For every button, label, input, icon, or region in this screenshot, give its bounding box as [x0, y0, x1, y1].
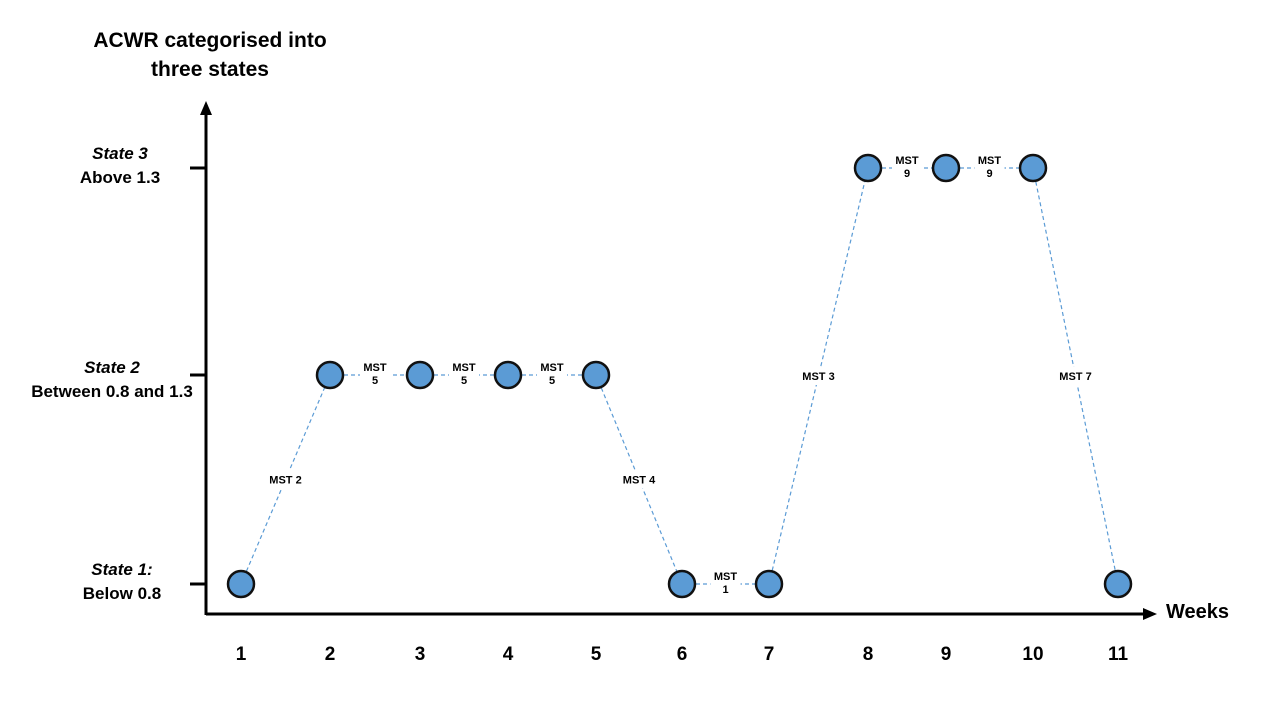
transition-label-bg: [449, 360, 479, 390]
state-2-range: Between 0.8 and 1.3: [31, 382, 193, 401]
state-1-label: State 1: Below 0.8: [22, 558, 222, 606]
week-state-node: [581, 360, 611, 390]
transition-label-bg: [892, 153, 922, 183]
transition-label-text: 5: [549, 375, 555, 387]
transition-label-bg: [259, 470, 312, 489]
transition-label-text: 9: [904, 168, 910, 180]
transition-label-text: 5: [461, 375, 467, 387]
transition-label-text: MST: [452, 362, 476, 374]
x-tick-label: 9: [941, 644, 952, 665]
week-state-node: [315, 360, 345, 390]
transition-label: MST 4: [613, 470, 665, 489]
transition-label-bg: [792, 367, 845, 385]
transition-label-text: MST: [714, 571, 738, 583]
state-3-name: State 3: [92, 144, 148, 163]
transition-label-text: MST: [363, 362, 387, 374]
transition-label-bg: [360, 360, 390, 390]
x-tick-label: 2: [325, 644, 336, 665]
state-2-label: State 2 Between 0.8 and 1.3: [12, 356, 212, 404]
transition-label-bg: [613, 470, 665, 489]
transition-label-text: MST: [540, 362, 564, 374]
week-state-node: [1103, 569, 1133, 599]
state-3-label: State 3 Above 1.3: [20, 142, 220, 190]
transition-label-text: 5: [372, 375, 378, 387]
week-state-node: [405, 360, 435, 390]
x-axis-title: Weeks: [1166, 601, 1230, 623]
transition-label-text: MST 4: [623, 475, 656, 487]
transition-label-bg: [1049, 367, 1102, 385]
transition-label-text: MST 2: [269, 475, 301, 487]
x-tick-label: 5: [591, 644, 602, 665]
y-axis-title: ACWR categorised into three states: [80, 26, 340, 84]
transition-label-bg: [537, 360, 567, 390]
transition-label-text: MST: [895, 155, 919, 167]
transition-label: MST 3: [792, 367, 845, 385]
y-axis-title-line-1: ACWR categorised into: [93, 29, 327, 52]
x-tick-label: 11: [1108, 644, 1129, 665]
state-3-range: Above 1.3: [79, 168, 161, 187]
transition-label-bg: [710, 569, 741, 599]
week-state-node: [226, 569, 256, 599]
x-tick-label: 10: [1022, 644, 1043, 665]
x-tick-label: 6: [677, 644, 688, 665]
week-state-node: [493, 360, 523, 390]
state-1-range: Below 0.8: [82, 584, 162, 603]
transition-label: MST 2: [259, 470, 312, 489]
x-tick-label: 8: [863, 644, 874, 665]
week-state-node: [754, 569, 784, 599]
state-2-name: State 2: [84, 358, 140, 377]
x-tick-label: 1: [236, 644, 247, 665]
transition-label-text: MST 7: [1059, 371, 1091, 383]
transition-label-text: MST: [978, 155, 1002, 167]
transition-label: MST 7: [1049, 367, 1102, 385]
transition-label-bg: [974, 153, 1005, 183]
x-tick-label: 7: [764, 644, 775, 665]
transition-label-text: 9: [986, 168, 992, 180]
transition-label-text: MST 3: [802, 371, 834, 383]
week-state-node: [853, 153, 883, 183]
state-1-name: State 1:: [91, 560, 153, 579]
week-state-node: [931, 153, 961, 183]
x-axis-arrow: [1143, 608, 1157, 620]
y-axis-arrow: [200, 101, 212, 115]
x-tick-label: 4: [503, 644, 514, 665]
x-tick-label: 3: [415, 644, 426, 665]
transition-label-text: 1: [722, 584, 728, 596]
week-state-node: [667, 569, 697, 599]
y-axis-title-line-2: three states: [151, 58, 269, 81]
week-state-node: [1018, 153, 1048, 183]
